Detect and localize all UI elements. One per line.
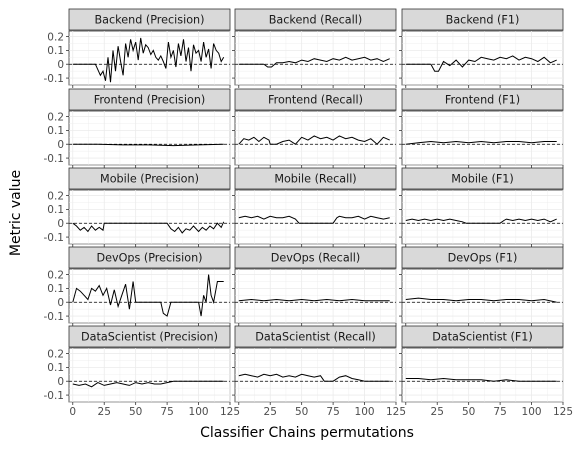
panel-strip bbox=[401, 246, 564, 269]
series-line bbox=[238, 373, 390, 382]
series-line bbox=[405, 55, 557, 72]
series-line bbox=[405, 377, 557, 382]
x-tick-label: 75 bbox=[326, 406, 339, 418]
y-tick-label: 0.1 bbox=[47, 362, 64, 374]
panel-plot-area bbox=[401, 110, 564, 166]
x-tick-label: 25 bbox=[264, 406, 277, 418]
y-tick-label: 0 bbox=[57, 218, 64, 230]
series-line bbox=[72, 143, 224, 147]
y-tick-label: -0.1 bbox=[44, 153, 65, 165]
x-tick-label: 50 bbox=[295, 406, 308, 418]
x-axis-title: Classifier Chains permutations bbox=[200, 425, 414, 441]
y-tick-label: -0.1 bbox=[44, 232, 65, 244]
panel-title: DataScientist (Precision) bbox=[81, 331, 218, 344]
panel-plot-area bbox=[234, 268, 397, 324]
x-tick-label: 125 bbox=[220, 406, 240, 418]
x-tick-label: 25 bbox=[98, 406, 111, 418]
x-tick-label: 75 bbox=[493, 406, 506, 418]
panel-title: Frontend (F1) bbox=[445, 94, 520, 107]
x-tick-label: 100 bbox=[355, 406, 375, 418]
panel-strip bbox=[68, 167, 231, 190]
panel-title: DataScientist (Recall) bbox=[255, 331, 375, 344]
panel-strip bbox=[68, 325, 231, 348]
y-axis-title: Metric value bbox=[8, 170, 24, 256]
panel-title: Backend (F1) bbox=[446, 14, 520, 27]
panel-strip bbox=[234, 325, 397, 348]
panel-strip bbox=[401, 325, 564, 348]
y-tick-label: 0 bbox=[57, 376, 64, 388]
y-tick-label: 0.1 bbox=[47, 125, 64, 137]
y-tick-label: 0.2 bbox=[47, 348, 64, 360]
panel-title: Backend (Precision) bbox=[94, 14, 204, 27]
panel-strip bbox=[234, 8, 397, 31]
y-tick-label: 0.1 bbox=[47, 45, 64, 57]
x-tick-label: 75 bbox=[160, 406, 173, 418]
y-tick-label: 0.2 bbox=[47, 111, 64, 123]
x-tick-label: 100 bbox=[189, 406, 209, 418]
y-tick-label: -0.1 bbox=[44, 311, 65, 323]
panel-strip bbox=[401, 167, 564, 190]
panel-title: DevOps (Precision) bbox=[96, 252, 202, 265]
x-tick-label: 125 bbox=[386, 406, 406, 418]
panel-plot-area bbox=[234, 347, 397, 403]
series-line bbox=[405, 297, 557, 303]
series-line bbox=[238, 135, 390, 145]
series-line bbox=[72, 37, 225, 83]
y-tick-label: 0 bbox=[57, 59, 64, 71]
panel-plot-area bbox=[68, 189, 231, 245]
x-tick-label: 25 bbox=[431, 406, 444, 418]
series-line bbox=[72, 274, 224, 317]
panel-title: Mobile (F1) bbox=[451, 173, 514, 186]
panel-strip bbox=[401, 88, 564, 111]
x-tick-label: 50 bbox=[129, 406, 142, 418]
y-tick-label: 0.2 bbox=[47, 31, 64, 43]
panel-title: Frontend (Precision) bbox=[94, 94, 206, 107]
x-tick-label: 0 bbox=[69, 406, 76, 418]
series-line bbox=[238, 215, 390, 224]
panel-plot-area bbox=[68, 110, 231, 166]
series-line bbox=[72, 221, 225, 234]
panel-strip bbox=[234, 167, 397, 190]
panel-strip bbox=[68, 88, 231, 111]
y-tick-label: 0 bbox=[57, 139, 64, 151]
panel-title: Frontend (Recall) bbox=[268, 94, 363, 107]
panel-plot-area bbox=[68, 268, 231, 324]
panel-title: DataScientist (F1) bbox=[432, 331, 533, 344]
panel-title: Backend (Recall) bbox=[269, 14, 363, 27]
series-line bbox=[405, 218, 557, 224]
panel-strip bbox=[234, 246, 397, 269]
panel-title: DevOps (F1) bbox=[448, 252, 518, 265]
x-tick-label: 125 bbox=[553, 406, 573, 418]
series-line bbox=[405, 140, 557, 145]
panel-title: Mobile (Precision) bbox=[100, 173, 199, 186]
y-tick-label: -0.1 bbox=[44, 390, 65, 402]
panel-plot-area bbox=[401, 268, 564, 324]
panel-plot-area bbox=[234, 110, 397, 166]
panel-plot-area bbox=[234, 30, 397, 86]
panel-plot-area bbox=[401, 347, 564, 403]
y-tick-label: 0.1 bbox=[47, 283, 64, 295]
y-tick-label: 0.1 bbox=[47, 204, 64, 216]
series-line bbox=[72, 380, 224, 388]
series-line bbox=[238, 56, 390, 68]
panel-title: Mobile (Recall) bbox=[274, 173, 356, 186]
x-tick-label: 50 bbox=[462, 406, 475, 418]
panel-plot-area bbox=[234, 189, 397, 245]
panel-title: DevOps (Recall) bbox=[271, 252, 361, 265]
series-line bbox=[238, 298, 390, 302]
panel-plot-area bbox=[68, 30, 231, 86]
y-tick-label: -0.1 bbox=[44, 73, 65, 85]
x-tick-label: 100 bbox=[522, 406, 542, 418]
panel-strip bbox=[401, 8, 564, 31]
panel-strip bbox=[68, 246, 231, 269]
panel-plot-area bbox=[401, 189, 564, 245]
y-tick-label: 0 bbox=[57, 297, 64, 309]
y-tick-label: 0.2 bbox=[47, 190, 64, 202]
y-tick-label: 0.2 bbox=[47, 269, 64, 281]
panel-strip bbox=[68, 8, 231, 31]
panel-strip bbox=[234, 88, 397, 111]
panel-plot-area bbox=[68, 347, 231, 403]
